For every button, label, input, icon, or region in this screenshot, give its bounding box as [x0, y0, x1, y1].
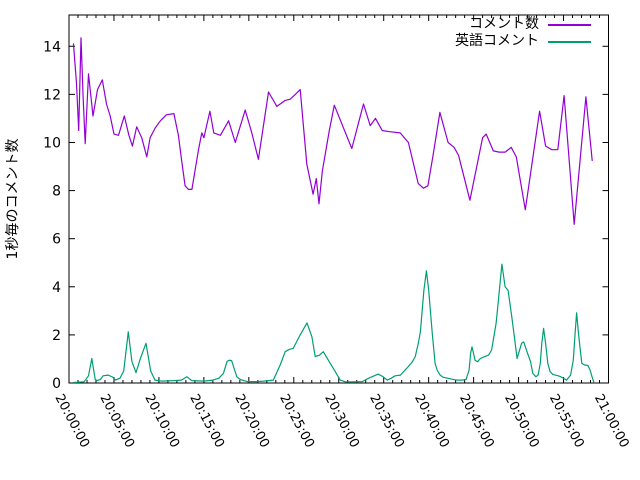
y-tick-label: 6 — [52, 232, 61, 248]
series-line-0 — [72, 37, 593, 225]
x-tick-label: 20:55:00 — [546, 392, 587, 451]
legend-line-sample-english-comments — [548, 40, 591, 43]
legend-item-english-comments: 英語コメント — [455, 33, 591, 50]
legend-item-comments: コメント数 — [469, 16, 591, 33]
x-tick-label: 20:00:00 — [51, 392, 92, 451]
x-tick-label: 21:00:00 — [591, 392, 632, 451]
legend-label-english-comments: 英語コメント — [455, 33, 539, 49]
x-tick-label: 20:45:00 — [456, 392, 497, 451]
y-axis-title: 1秒毎のコメント数 — [5, 139, 21, 260]
series-line-1 — [72, 263, 595, 384]
legend-label-comments: コメント数 — [469, 16, 539, 32]
x-tick-label: 20:35:00 — [366, 392, 407, 451]
x-tick-label: 20:05:00 — [96, 392, 137, 451]
y-tick-label: 14 — [43, 39, 61, 55]
legend-line-sample-comments — [548, 23, 591, 26]
x-tick-label: 20:10:00 — [141, 392, 182, 451]
y-tick-label: 10 — [43, 135, 61, 151]
x-tick-label: 20:15:00 — [186, 392, 227, 451]
x-tick-label: 20:20:00 — [231, 392, 272, 451]
x-tick-label: 20:30:00 — [321, 392, 362, 451]
x-tick-label: 20:50:00 — [501, 392, 542, 451]
y-tick-label: 0 — [52, 376, 61, 392]
y-tick-label: 2 — [52, 328, 61, 344]
y-tick-label: 8 — [52, 184, 61, 200]
y-tick-label: 12 — [43, 87, 61, 103]
legend: コメント数 英語コメント — [455, 16, 591, 50]
y-tick-label: 4 — [52, 280, 61, 296]
plot-frame — [68, 14, 609, 384]
x-tick-label: 20:25:00 — [276, 392, 317, 451]
x-tick-label: 20:40:00 — [411, 392, 452, 451]
